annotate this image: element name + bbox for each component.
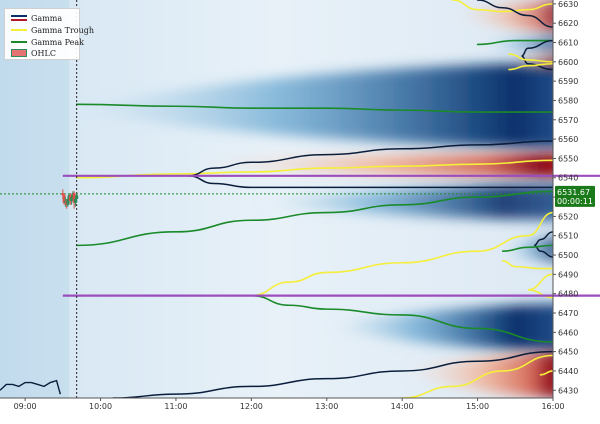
gamma-zone-6: [452, 0, 553, 33]
peak-line-swatch: [11, 39, 27, 45]
gamma-gradient-swatch: [11, 15, 27, 21]
y-tick-label: 6510: [558, 232, 578, 241]
series-boundary-line-7: [187, 140, 553, 177]
x-tick-label: 13:00: [315, 402, 338, 411]
y-tick-label: 6590: [558, 77, 578, 86]
legend-label-gamma-trough: Gamma Trough: [31, 25, 95, 35]
series-peak-line-2: [75, 190, 553, 247]
y-tick-label: 6620: [558, 19, 578, 28]
series-trough-line-18: [501, 260, 553, 270]
y-tick-label: 6430: [558, 386, 578, 395]
series-boundary-line-9: [112, 350, 553, 398]
legend-label-gamma: Gamma: [31, 13, 63, 23]
gamma-zones: [69, 0, 553, 398]
legend-item-gamma-peak[interactable]: Gamma Peak: [11, 36, 84, 48]
candle-body: [73, 199, 77, 203]
series-peak-line-3: [250, 294, 553, 343]
series-peak-line-12: [476, 39, 553, 46]
candle-body: [75, 195, 79, 199]
gamma-zone-4: [326, 303, 553, 352]
y-tick-label: 6560: [558, 135, 578, 144]
series-boundary-line-11: [476, 0, 553, 28]
legend-label-gamma-peak: Gamma Peak: [31, 37, 85, 47]
y-tick-label: 6520: [558, 212, 578, 221]
x-tick-label: 10:00: [89, 402, 112, 411]
y-tick-label: 6570: [558, 116, 578, 125]
x-tick-label: 15:00: [466, 402, 489, 411]
x-tick-label: 11:00: [164, 402, 187, 411]
y-tick-label: 6500: [558, 251, 578, 260]
series-trough-line-6: [401, 354, 553, 398]
gamma-zone-1: [69, 62, 553, 149]
ohlc-candles: [61, 189, 79, 209]
gamma-zone-3: [251, 183, 553, 221]
candle-body: [62, 195, 66, 203]
y-tick-label: 6480: [558, 290, 578, 299]
candle-body: [70, 197, 74, 201]
candle-body: [61, 193, 65, 196]
series-lines: [75, 0, 553, 398]
current-price-countdown: 00:00:11: [557, 197, 593, 206]
gamma-zone-2: [175, 152, 553, 178]
x-tick-label: 09:00: [14, 402, 37, 411]
candle-icon: [11, 49, 27, 57]
y-tick-label: 6450: [558, 348, 578, 357]
series-trough-line-20: [539, 370, 553, 376]
y-tick-label: 6580: [558, 96, 578, 105]
y-tick-label: 6470: [558, 309, 578, 318]
candle-body: [66, 199, 70, 205]
series-trough-line-10: [451, 0, 553, 13]
series-trough-line-15: [508, 62, 553, 71]
y-tick-label: 6490: [558, 270, 578, 279]
series-boundary-line-16: [533, 231, 553, 258]
legend-item-gamma[interactable]: Gamma: [11, 12, 62, 24]
series-trough-line-14: [508, 53, 553, 63]
gex-profile-line: [0, 379, 62, 395]
trough-line-swatch: [11, 27, 27, 33]
y-tick-label: 6600: [558, 58, 578, 67]
series-peak-line-1: [75, 103, 553, 113]
y-tick-label: 6630: [558, 0, 578, 9]
price-badge-bg: [555, 185, 595, 207]
x-tick-label: 16:00: [541, 402, 564, 411]
y-tick-label: 6610: [558, 39, 578, 48]
legend-item-gamma-trough[interactable]: Gamma Trough: [11, 24, 94, 36]
candle-body: [72, 193, 76, 203]
series-peak-line-17: [501, 244, 553, 252]
series-trough-line-5: [250, 211, 553, 297]
x-tick-label: 14:00: [391, 402, 414, 411]
legend-item-ohlc[interactable]: OHLC: [11, 47, 56, 59]
legend: Gamma Gamma Trough Gamma Peak OHLC: [4, 8, 94, 60]
x-axis-ticks: 09:00 10:00 11:00 12:00 13:00 14:00 15:00 16:00: [14, 398, 565, 411]
y-tick-label: 6440: [558, 367, 578, 376]
x-tick-label: 12:00: [240, 402, 263, 411]
series-boundary-line-8: [187, 175, 553, 189]
legend-label-ohlc: OHLC: [31, 48, 56, 58]
series-trough-line-4: [75, 159, 553, 179]
premarket-shade: [0, 0, 70, 398]
gamma-zone-9: [502, 236, 553, 262]
y-tick-label: 6550: [558, 154, 578, 163]
gamma-zone-5: [402, 352, 553, 398]
y-tick-label: 6540: [558, 174, 578, 183]
y-tick-label: 6460: [558, 328, 578, 337]
current-price-value: 6531.67: [557, 188, 590, 197]
